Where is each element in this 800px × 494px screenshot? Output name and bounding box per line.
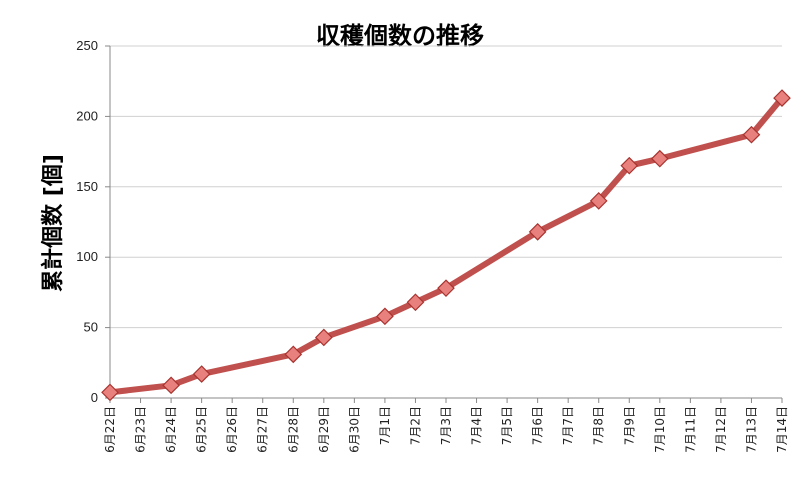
x-tick-label: 7月2日: [408, 406, 422, 445]
x-tick-label: 7月13日: [744, 406, 758, 453]
x-tick-label: 7月7日: [561, 406, 575, 445]
y-tick-label: 200: [76, 108, 98, 123]
y-tick-label: 150: [76, 179, 98, 194]
data-point-marker: [101, 383, 119, 402]
data-point-marker: [376, 307, 394, 326]
x-tick-label: 7月10日: [653, 406, 667, 453]
data-point-marker: [742, 125, 761, 144]
data-point-marker: [406, 293, 425, 312]
data-point-marker: [437, 279, 455, 298]
data-point-marker: [192, 365, 211, 383]
x-tick-label: 7月4日: [470, 406, 484, 445]
x-tick-label: 7月1日: [378, 406, 392, 445]
x-tick-label: 6月28日: [286, 406, 300, 453]
x-tick-label: 7月12日: [714, 406, 728, 453]
chart-title: 収穫個数の推移: [316, 22, 484, 50]
data-point-marker: [620, 156, 639, 175]
series-line: [107, 95, 785, 396]
data-point-marker: [589, 192, 608, 210]
x-tick-label: 7月3日: [439, 406, 453, 445]
y-tick-label: 100: [76, 249, 98, 264]
data-point-marker: [773, 89, 791, 107]
y-axis-label: 累計個数 [個]: [40, 154, 66, 292]
data-point-marker: [284, 345, 303, 364]
x-tick-label: 6月27日: [256, 406, 270, 453]
data-point-marker: [650, 149, 669, 168]
x-tick-label: 6月23日: [134, 406, 148, 453]
x-tick-label: 7月11日: [683, 406, 697, 453]
y-axis-ticks: 0 50 100 150 200 250: [76, 38, 110, 405]
x-tick-label: 6月24日: [164, 406, 178, 453]
x-tick-label: 6月26日: [225, 406, 239, 453]
x-tick-label: 7月5日: [500, 406, 514, 445]
axes: [109, 46, 782, 399]
data-series: [101, 89, 791, 402]
y-tick-label: 250: [76, 38, 98, 53]
x-tick-label: 7月14日: [775, 406, 789, 453]
x-tick-label: 7月9日: [622, 406, 636, 445]
data-point-marker: [314, 328, 333, 347]
x-tick-label: 7月8日: [592, 406, 606, 445]
y-tick-label: 50: [84, 320, 98, 335]
data-point-marker: [162, 376, 180, 395]
x-axis-ticks: 6月22日 6月23日 6月24日 6月25日 6月26日 6月27日 6月28日 6月29日…: [103, 398, 789, 453]
grid-lines: [110, 45, 782, 329]
x-tick-label: 6月29日: [317, 406, 331, 453]
x-tick-label: 6月30日: [347, 406, 361, 453]
x-tick-label: 6月25日: [195, 406, 209, 453]
y-tick-label: 0: [91, 390, 98, 405]
data-point-marker: [528, 223, 547, 241]
x-tick-label: 6月22日: [103, 406, 117, 453]
x-tick-label: 7月6日: [531, 406, 545, 445]
